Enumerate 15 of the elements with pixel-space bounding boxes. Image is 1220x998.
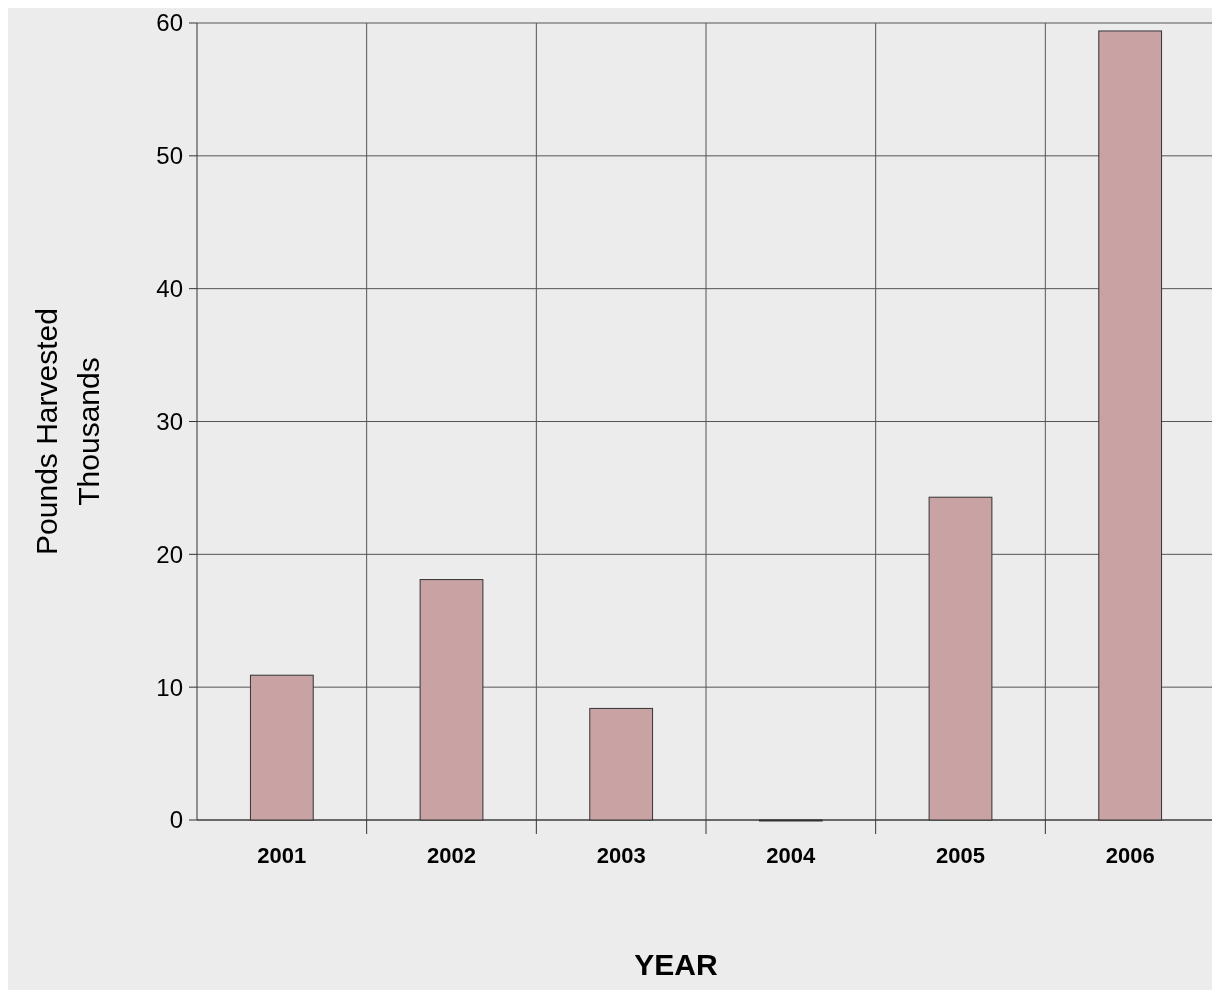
y-tick-label: 40	[156, 275, 183, 303]
y-tick-label: 60	[156, 9, 183, 37]
x-tick-label: 2001	[257, 843, 307, 868]
x-tick-label: 2003	[596, 843, 646, 868]
y-tick-label: 10	[156, 673, 183, 701]
y-axis-title: Pounds Harvested Thousands	[30, 308, 105, 555]
x-axis-title: YEAR	[634, 948, 718, 981]
y-tick-label: 20	[156, 540, 183, 568]
x-tick-label: 2004	[766, 843, 817, 868]
x-tick-label: 2002	[427, 843, 476, 868]
x-tick-label: 2005	[936, 843, 985, 868]
y-tick-label: 50	[156, 142, 183, 170]
y-tick-label: 0	[169, 806, 183, 834]
x-tick-label: 2006	[1105, 843, 1155, 868]
y-tick-label: 30	[156, 407, 183, 435]
